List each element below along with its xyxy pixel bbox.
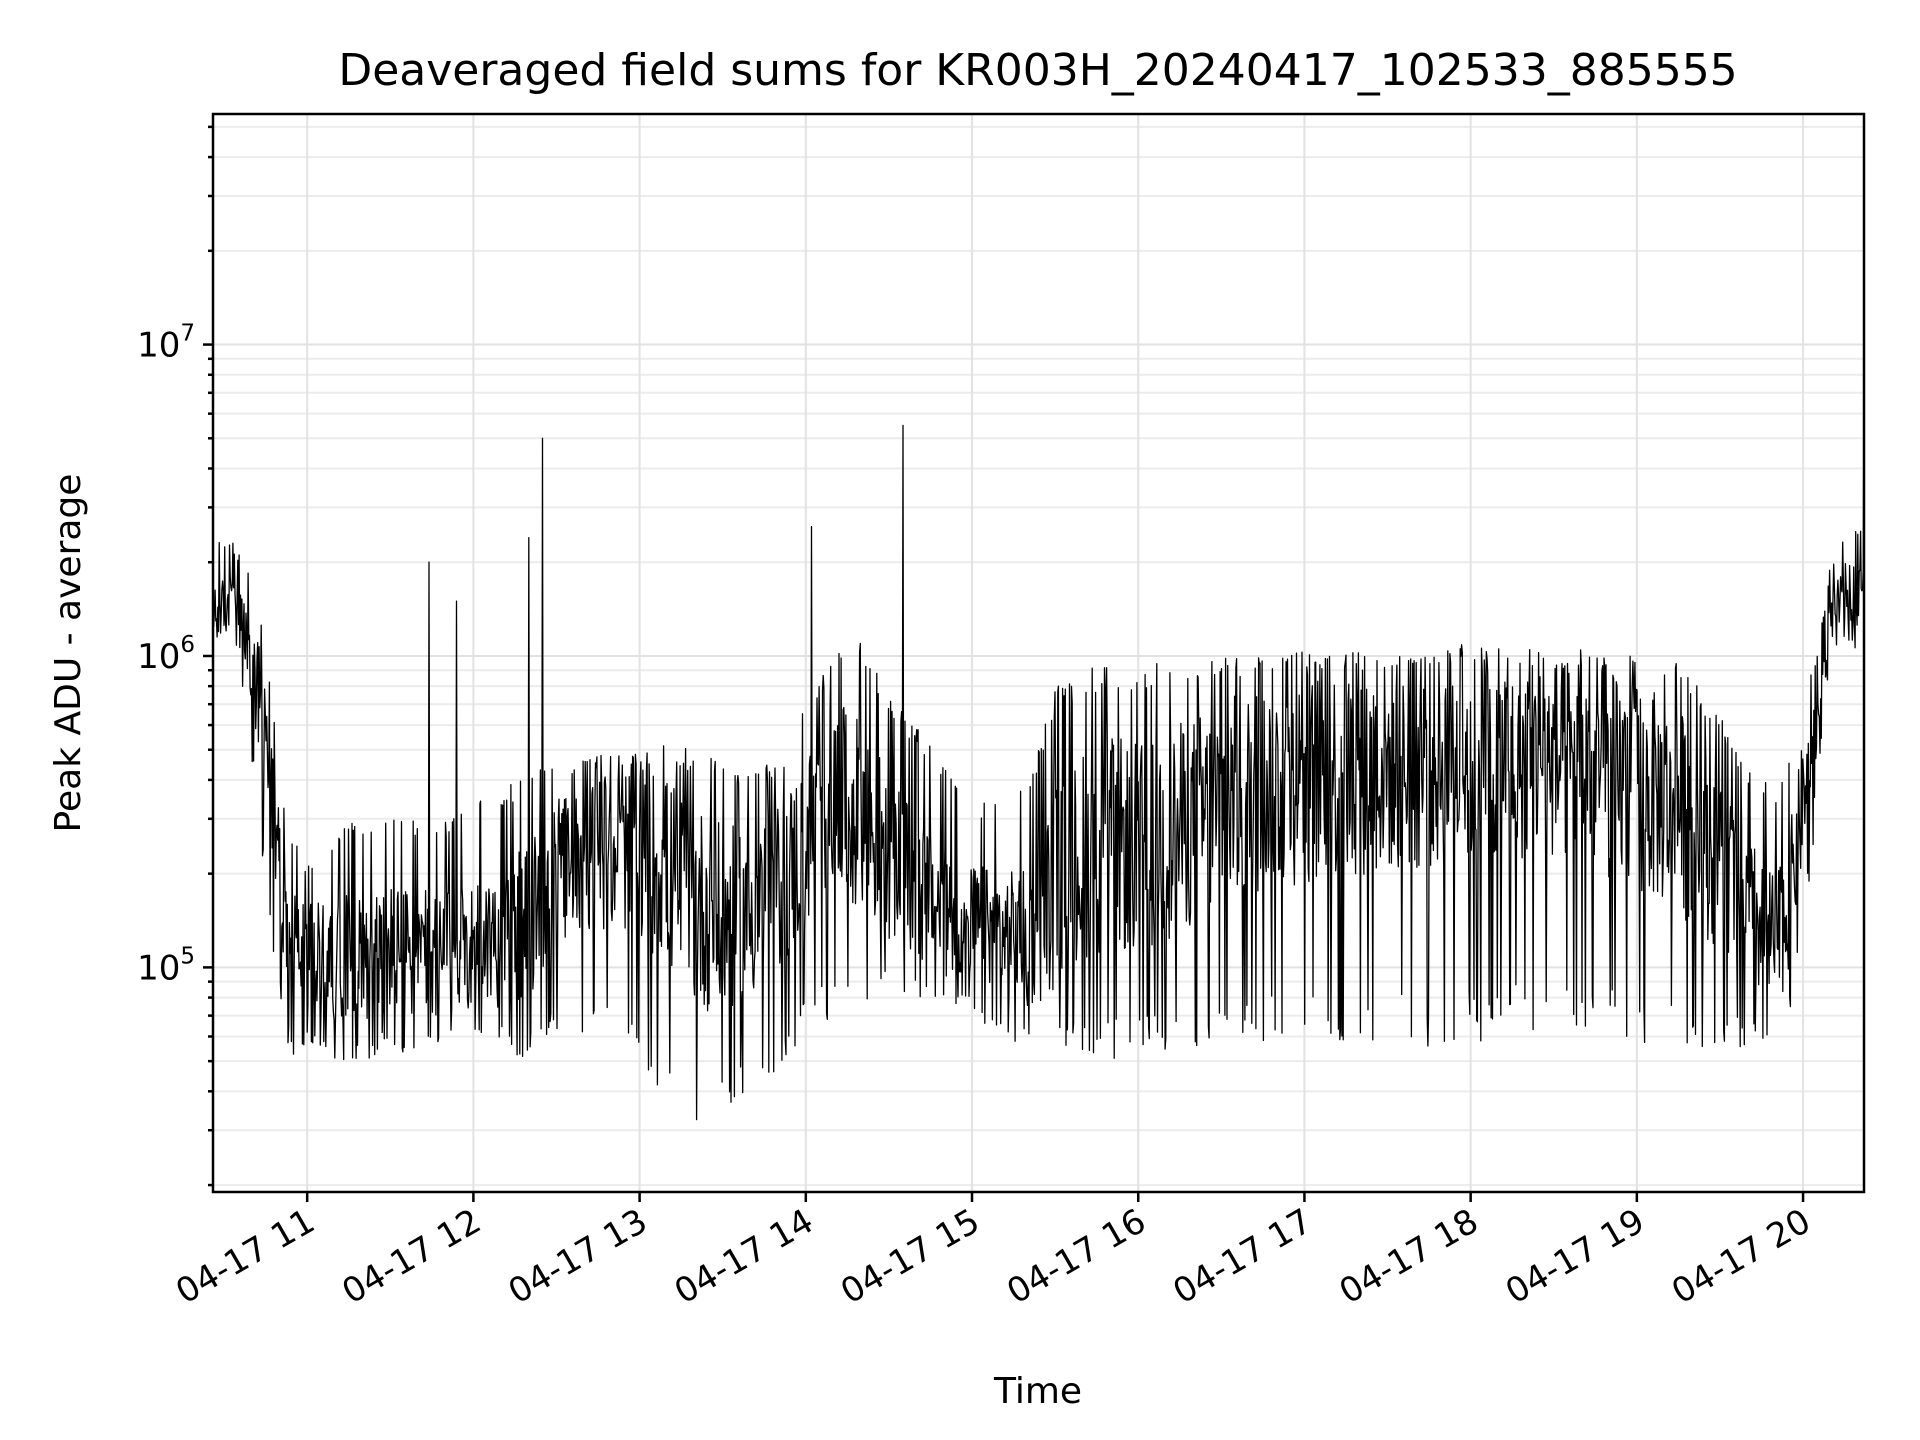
y-tick-exponent: 6 — [180, 632, 195, 658]
plot-frame — [211, 112, 1866, 1194]
series-line — [212, 366, 1865, 1121]
y-tick-exponent: 7 — [180, 321, 195, 347]
y-tick-base: 10 — [137, 637, 180, 677]
y-tick-label: 105 — [137, 943, 195, 988]
x-axis-label: Time — [993, 1371, 1082, 1412]
y-tick-base: 10 — [137, 948, 180, 988]
y-tick-label: 106 — [137, 632, 195, 677]
y-tick-label: 107 — [137, 321, 195, 366]
chart-title: Deaveraged field sums for KR003H_2024041… — [338, 45, 1737, 96]
y-axis-label: Peak ADU - average — [48, 474, 89, 833]
y-tick-exponent: 5 — [180, 943, 195, 969]
series-layer — [212, 366, 1865, 1121]
y-tick-base: 10 — [137, 326, 180, 366]
